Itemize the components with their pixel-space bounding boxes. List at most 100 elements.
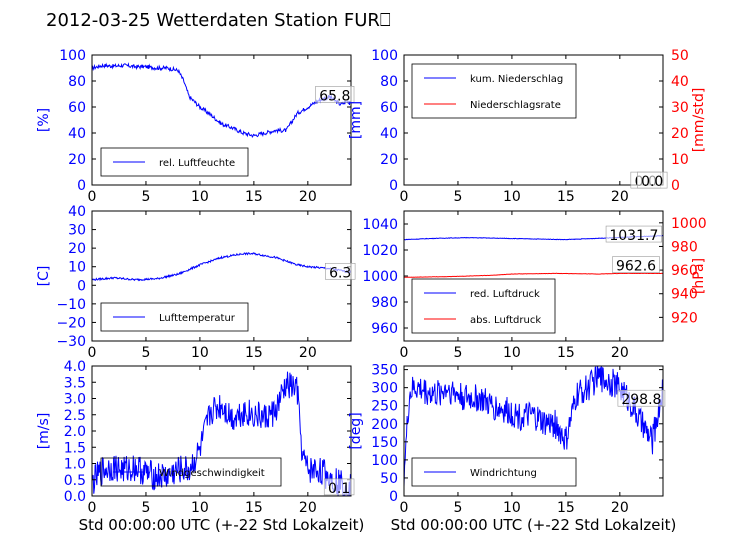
legend-label: kum. Niederschlag	[470, 74, 563, 85]
y-right-tick-label: 30	[671, 100, 689, 116]
value-annotation: 962.6	[616, 259, 656, 275]
y-tick-label: 1.5	[64, 440, 86, 456]
x-tick-label: 0	[88, 500, 97, 516]
legend: red. Luftdruck abs. Luftdruck	[411, 278, 556, 334]
y-tick-label: 20	[68, 152, 86, 168]
value-annotation-box	[617, 389, 666, 407]
value-annotation-box	[315, 86, 355, 103]
value-annotation: 6.3	[329, 265, 351, 281]
y-tick-label: 60	[68, 100, 86, 116]
y-tick-label: 1.0	[64, 457, 86, 473]
panel-temperature: 0 5 10 15 20 −30 −20 −10 0 10 20 30 40 [C] Lufttempera…	[36, 204, 356, 361]
y-tick-label: 4.0	[64, 359, 86, 375]
value-annotation: 65.8	[319, 88, 350, 104]
legend-box	[100, 302, 249, 332]
x-tick-label: 15	[245, 500, 263, 516]
value-annotation-box	[325, 262, 356, 280]
value-annotation: 298.8	[621, 392, 661, 408]
x-tick-label: 10	[191, 189, 209, 205]
y-axis-label: [deg]	[348, 412, 364, 449]
y-tick-label: 2.5	[64, 408, 86, 424]
legend-box	[411, 63, 577, 119]
y-tick-label: 300	[371, 381, 398, 397]
x-tick-label: 10	[503, 345, 521, 361]
x-tick-label: 0	[400, 189, 409, 205]
y-right-tick-label: 980	[671, 239, 698, 255]
y-tick-label: 250	[371, 399, 398, 415]
y-tick-label: 200	[371, 417, 398, 433]
legend: rel. Luftfeuchte	[100, 147, 249, 177]
x-tick-label: 0	[88, 189, 97, 205]
y-right-tick-label: 0	[671, 178, 680, 194]
legend-label: Niederschlagsrate	[470, 100, 561, 111]
x-tick-label: 20	[299, 345, 317, 361]
y-tick-label: 40	[68, 126, 86, 142]
x-tick-label: 20	[611, 500, 629, 516]
legend: Windgeschwindigkeit	[100, 457, 282, 487]
y-right-tick-label: 40	[671, 74, 689, 90]
series-pressure-1	[404, 272, 663, 278]
y-tick-label: 980	[371, 295, 398, 311]
y-tick-label: 100	[59, 48, 86, 64]
x-tick-label: 15	[557, 345, 575, 361]
x-axis-label: Std 00:00:00 UTC (+-22 Std Lokalzeit)	[79, 516, 365, 534]
y-right-tick-label: 10	[671, 152, 689, 168]
x-tick-label: 10	[191, 345, 209, 361]
x-tick-label: 5	[453, 500, 462, 516]
y-tick-label: −20	[56, 315, 86, 331]
y-tick-label: 100	[371, 453, 398, 469]
y-tick-label: 3.5	[64, 375, 86, 391]
y-tick-label: 30	[68, 223, 86, 239]
value-annotation: 0.1	[328, 481, 350, 497]
panel-humidity: 0 5 10 15 20 0 20 40 60 80 100 [%] rel. Luftfeuchte 6…	[36, 48, 355, 205]
legend-label: red. Luftdruck	[470, 289, 540, 300]
y-axis-label: [m/s]	[36, 413, 52, 450]
y-tick-label: 1020	[362, 243, 398, 259]
x-tick-label: 0	[88, 345, 97, 361]
x-tick-label: 15	[557, 500, 575, 516]
x-tick-label: 5	[141, 500, 150, 516]
value-annotation: 0.0	[641, 174, 663, 190]
x-tick-label: 10	[503, 189, 521, 205]
y-tick-label: 50	[380, 471, 398, 487]
x-tick-label: 5	[141, 345, 150, 361]
legend: Lufttemperatur	[100, 302, 249, 332]
plot-frame	[403, 365, 664, 497]
y-right-axis-label: [mm/std]	[691, 88, 707, 153]
legend-label: Windgeschwindigkeit	[159, 468, 265, 479]
y-tick-label: 80	[68, 74, 86, 90]
y-right-tick-label: 940	[671, 287, 698, 303]
plot-frame	[403, 54, 664, 186]
y-tick-label: 2.0	[64, 424, 86, 440]
legend-label: Windrichtung	[470, 468, 537, 479]
y-tick-label: −10	[56, 297, 86, 313]
y-tick-label: 60	[380, 100, 398, 116]
x-tick-label: 0	[400, 500, 409, 516]
y-right-tick-label: 920	[671, 310, 698, 326]
legend: kum. Niederschlag Niederschlagsrate	[411, 63, 577, 119]
legend-box	[411, 457, 577, 487]
x-tick-label: 10	[191, 500, 209, 516]
y-right-axis-label: [hPa]	[691, 258, 707, 294]
value-annotation-box	[637, 171, 668, 189]
x-tick-label: 20	[611, 189, 629, 205]
series-wind-speed-0	[92, 371, 351, 496]
legend-label: rel. Luftfeuchte	[159, 158, 235, 169]
y-tick-label: 0.0	[64, 489, 86, 505]
y-tick-label: 0	[77, 278, 86, 294]
y-tick-label: 0	[389, 178, 398, 194]
y-tick-label: 350	[371, 363, 398, 379]
y-tick-label: 1000	[362, 269, 398, 285]
y-axis-label: [mm]	[348, 101, 364, 139]
y-tick-label: 80	[380, 74, 398, 90]
y-tick-label: 150	[371, 435, 398, 451]
y-tick-label: 3.0	[64, 392, 86, 408]
y-right-tick-label: 1000	[671, 216, 707, 232]
legend-label: Lufttemperatur	[159, 313, 236, 324]
x-tick-label: 20	[611, 345, 629, 361]
value-annotation-box	[323, 478, 355, 496]
legend-box	[411, 278, 556, 334]
x-tick-label: 5	[453, 345, 462, 361]
x-tick-label: 15	[245, 345, 263, 361]
